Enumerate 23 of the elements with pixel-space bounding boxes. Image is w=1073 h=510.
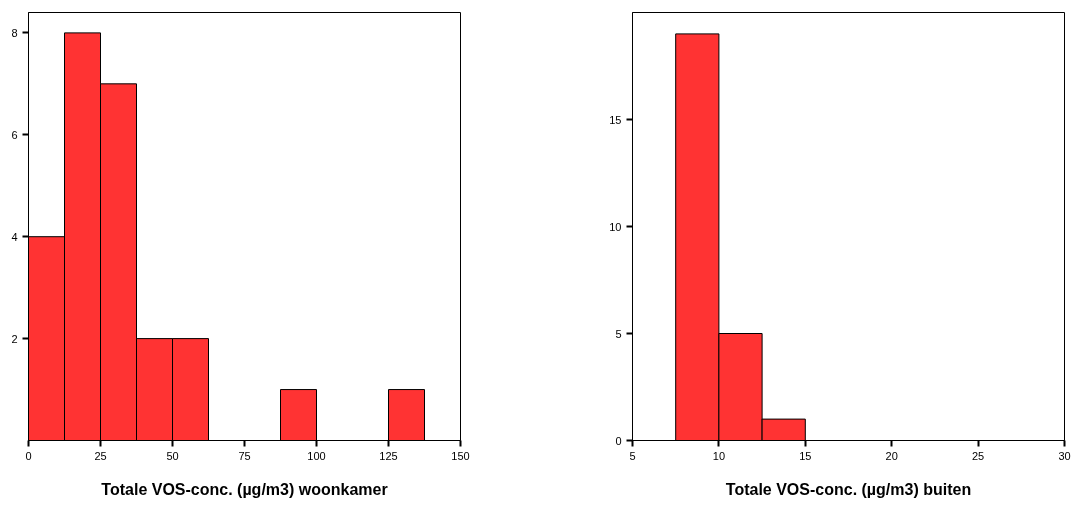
y-tick-label: 4 [11, 230, 18, 243]
x-axis-title: Totale VOS-conc. (µg/m3) buiten [725, 480, 972, 498]
x-tick-label: 15 [799, 449, 812, 462]
y-tick-label: 0 [615, 434, 622, 447]
x-tick-label: 20 [885, 449, 898, 462]
x-tick-label: 0 [25, 449, 32, 462]
x-tick-label: 25 [971, 449, 985, 462]
x-tick-label: 10 [712, 449, 726, 462]
x-tick-label: 30 [1058, 449, 1071, 462]
x-tick-label: 50 [166, 449, 179, 462]
x-tick-label: 5 [629, 449, 636, 462]
y-tick-label: 2 [11, 332, 18, 345]
x-axis-title: Totale VOS-conc. (µg/m3) woonkamer [101, 480, 388, 498]
x-tick-label: 75 [238, 449, 251, 462]
y-tick-label: 8 [11, 26, 18, 39]
y-tick-label: 5 [615, 327, 622, 340]
x-tick-label: 150 [451, 449, 470, 462]
y-tick-label: 15 [609, 113, 622, 126]
x-tick-label: 25 [94, 449, 107, 462]
y-tick-label: 10 [609, 220, 622, 233]
y-tick-label: 6 [11, 128, 18, 141]
x-tick-label: 100 [307, 449, 326, 462]
x-tick-label: 125 [379, 449, 398, 462]
